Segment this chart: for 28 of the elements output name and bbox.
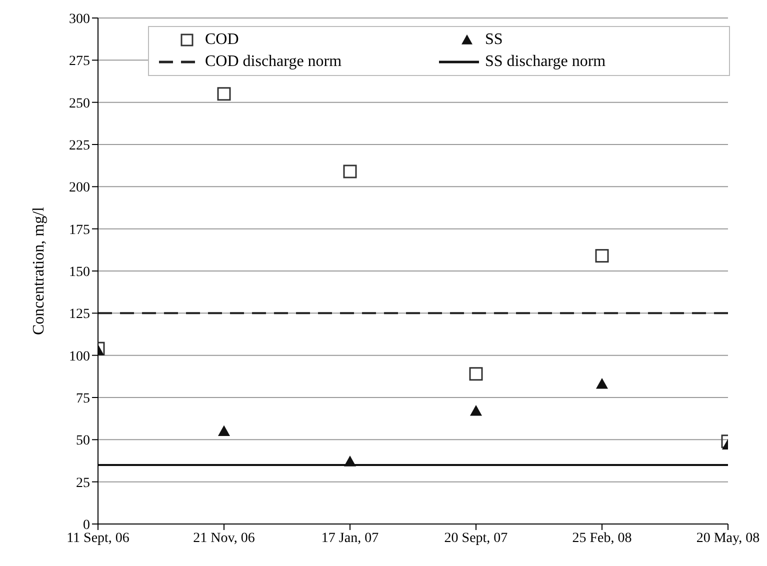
point bbox=[470, 404, 482, 416]
y-tick-label: 25 bbox=[76, 476, 90, 491]
x-tick-label: 17 Jan, 07 bbox=[321, 530, 379, 546]
y-tick-label: 275 bbox=[69, 54, 90, 70]
x-tick-label: 21 Nov, 06 bbox=[193, 530, 255, 546]
y-tick-label: 150 bbox=[69, 264, 90, 280]
y-tick-label: 225 bbox=[69, 138, 90, 154]
legend-label: SS discharge norm bbox=[485, 53, 606, 71]
y-tick-label: 75 bbox=[76, 391, 90, 406]
y-tick-label: 50 bbox=[76, 434, 90, 449]
point bbox=[469, 367, 483, 381]
x-tick-label: 25 Feb, 08 bbox=[572, 530, 632, 546]
y-tick-label: 0 bbox=[83, 518, 90, 533]
point bbox=[343, 164, 357, 178]
x-tick-label: 20 Sept, 07 bbox=[444, 530, 508, 546]
legend-label: COD bbox=[205, 31, 239, 49]
y-axis-title: Concentration, mg/l bbox=[30, 206, 48, 335]
y-tick-label: 300 bbox=[69, 12, 90, 27]
x-tick-label: 20 May, 08 bbox=[696, 530, 760, 546]
y-tick-label: 100 bbox=[69, 349, 90, 364]
y-tick-label: 200 bbox=[69, 180, 90, 196]
legend-label: SS bbox=[485, 31, 503, 49]
y-tick-label: 250 bbox=[69, 96, 90, 112]
legend-label: COD discharge norm bbox=[205, 53, 342, 71]
x-tick-label: 11 Sept, 06 bbox=[66, 530, 130, 546]
y-tick-label: 125 bbox=[69, 307, 90, 322]
y-tick-label: 175 bbox=[69, 222, 90, 238]
point bbox=[344, 456, 356, 466]
